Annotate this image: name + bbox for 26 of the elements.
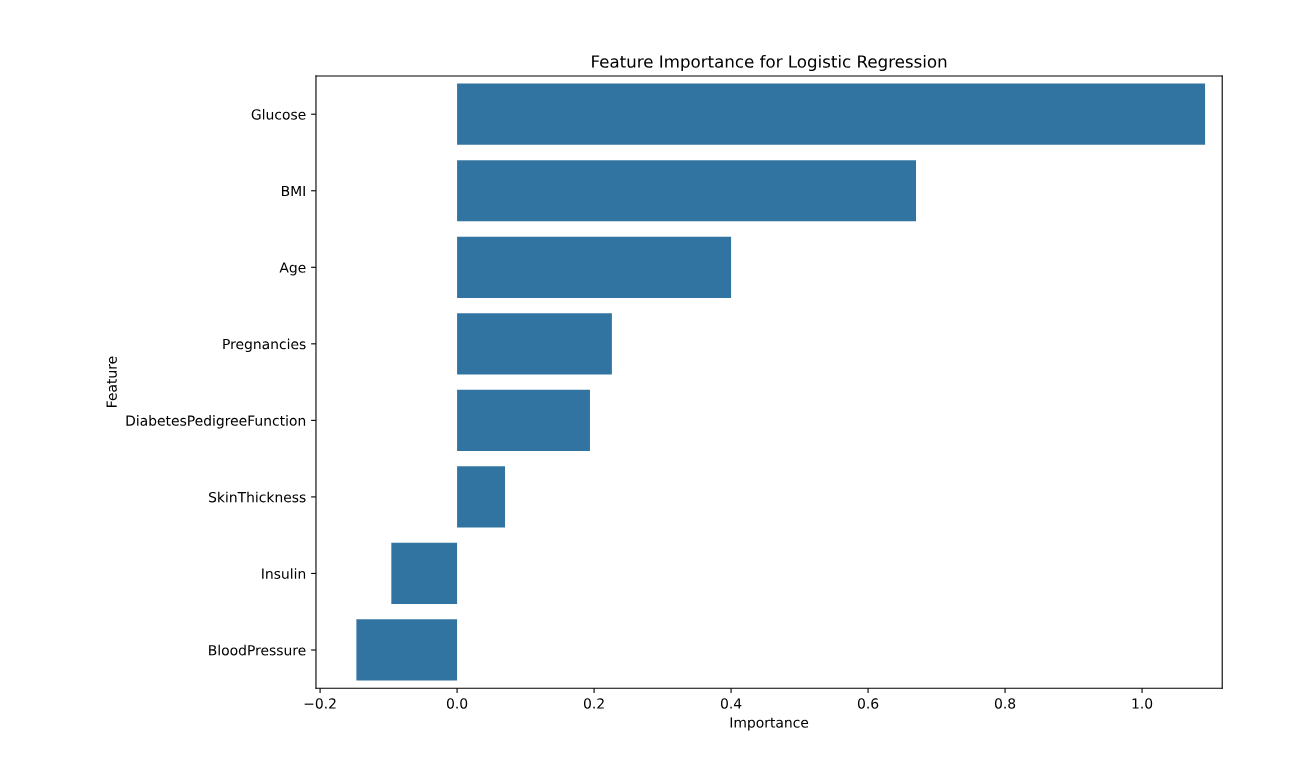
bar bbox=[457, 389, 590, 451]
y-tick-label: Glucose bbox=[251, 108, 306, 120]
chart-title: Feature Importance for Logistic Regression bbox=[592, 54, 947, 72]
bar bbox=[457, 466, 506, 528]
x-tick-label: 0.6 bbox=[857, 698, 879, 709]
bar bbox=[457, 313, 612, 375]
y-tick-label: DiabetesPedigreeFunction bbox=[126, 415, 306, 429]
y-tick-label: SkinThickness bbox=[209, 491, 306, 503]
x-tick-label: 0.0 bbox=[446, 698, 468, 709]
x-tick-label: 1.0 bbox=[1132, 698, 1153, 709]
y-tick-label: Pregnancies bbox=[223, 338, 306, 352]
bar bbox=[457, 83, 1206, 145]
x-axis-title: Importance bbox=[730, 717, 809, 731]
y-tick-label: Age bbox=[279, 262, 306, 276]
y-tick-label: Insulin bbox=[262, 568, 306, 579]
bar bbox=[457, 236, 732, 298]
x-tick-label: 0.8 bbox=[994, 698, 1016, 709]
x-tick-label: −0.2 bbox=[304, 698, 336, 709]
bar bbox=[457, 160, 917, 222]
y-tick-label: BloodPressure bbox=[209, 644, 306, 656]
bar bbox=[391, 542, 458, 605]
x-tick-label: 0.2 bbox=[583, 698, 604, 709]
y-axis-title: Feature bbox=[106, 356, 117, 407]
y-tick-label: BMI bbox=[282, 185, 305, 197]
x-tick-label: 0.4 bbox=[720, 698, 742, 709]
bar bbox=[356, 619, 458, 681]
